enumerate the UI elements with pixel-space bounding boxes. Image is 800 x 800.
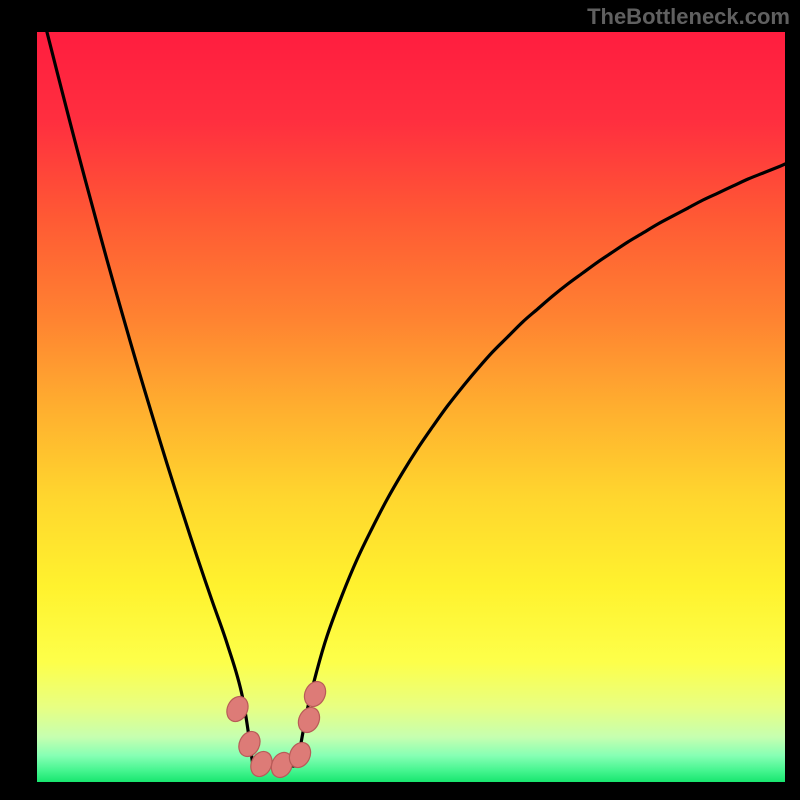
plot-svg	[0, 0, 800, 800]
plot-container: TheBottleneck.com	[0, 0, 800, 800]
watermark-text: TheBottleneck.com	[587, 4, 790, 30]
